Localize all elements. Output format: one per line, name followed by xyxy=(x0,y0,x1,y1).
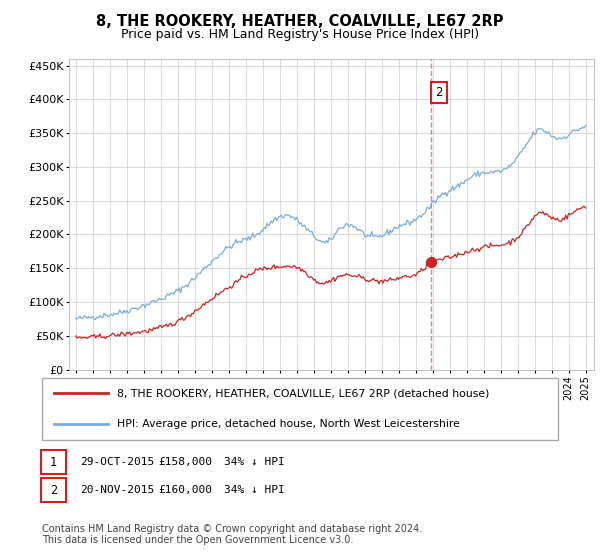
Text: Contains HM Land Registry data © Crown copyright and database right 2024.
This d: Contains HM Land Registry data © Crown c… xyxy=(42,524,422,545)
Text: 34% ↓ HPI: 34% ↓ HPI xyxy=(224,485,284,495)
Text: 1: 1 xyxy=(50,455,57,469)
Text: HPI: Average price, detached house, North West Leicestershire: HPI: Average price, detached house, Nort… xyxy=(117,419,460,430)
Text: £160,000: £160,000 xyxy=(158,485,212,495)
Text: 2: 2 xyxy=(50,483,57,497)
Text: 34% ↓ HPI: 34% ↓ HPI xyxy=(224,457,284,467)
Text: £158,000: £158,000 xyxy=(158,457,212,467)
Text: 20-NOV-2015: 20-NOV-2015 xyxy=(80,485,154,495)
Text: 8, THE ROOKERY, HEATHER, COALVILLE, LE67 2RP: 8, THE ROOKERY, HEATHER, COALVILLE, LE67… xyxy=(96,14,504,29)
Text: Price paid vs. HM Land Registry's House Price Index (HPI): Price paid vs. HM Land Registry's House … xyxy=(121,28,479,41)
Text: 8, THE ROOKERY, HEATHER, COALVILLE, LE67 2RP (detached house): 8, THE ROOKERY, HEATHER, COALVILLE, LE67… xyxy=(117,388,490,398)
Text: 29-OCT-2015: 29-OCT-2015 xyxy=(80,457,154,467)
Text: 2: 2 xyxy=(436,86,443,99)
